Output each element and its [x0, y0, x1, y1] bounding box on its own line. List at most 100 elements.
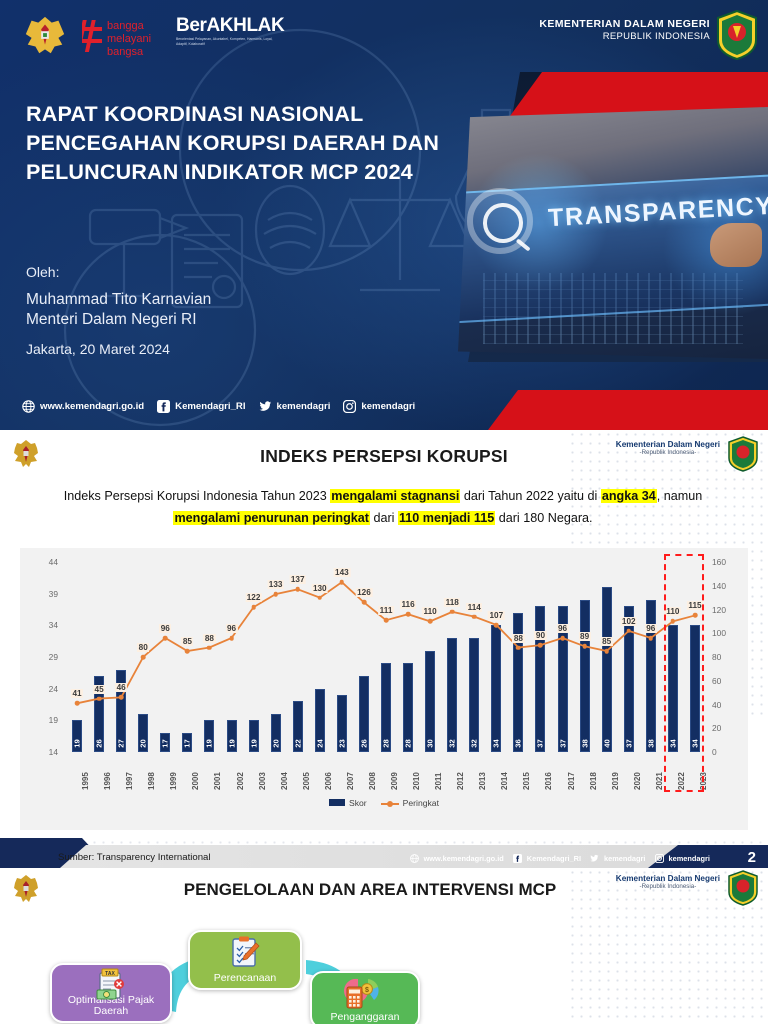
chart-bar: 26 [358, 676, 369, 752]
slide-3-mcp-intervention: PENGELOLAAN DAN AREA INTERVENSI MCP Keme… [0, 868, 768, 1024]
chart-bar: 38 [579, 600, 590, 752]
chart-line-value: 118 [444, 597, 461, 607]
chart-y-tick-left: 24 [48, 683, 58, 694]
social-instagram[interactable]: kemendagri [343, 400, 415, 413]
node-penganggaran[interactable]: $ Penganggaran [310, 971, 420, 1024]
presenter-name: Muhammad Tito Karnavian [26, 291, 212, 308]
chart-line-value: 130 [311, 583, 329, 593]
chart-bar: 34 [667, 625, 678, 752]
chart-line-point [538, 642, 543, 648]
slide1-top-brand-bar: bangga melayani bangsa BerAKHLAK Berorie… [0, 0, 768, 72]
globe-icon [22, 400, 35, 413]
chart-line-point [449, 609, 455, 615]
chart-line-point [361, 600, 367, 605]
social-website[interactable]: www.kemendagri.go.id [22, 400, 144, 413]
chart-line-value: 96 [159, 624, 172, 633]
chart-x-label: 2012 [456, 772, 466, 790]
page-title: PENGELOLAAN DAN AREA INTERVENSI MCP [183, 880, 557, 899]
chart-highlight-box [663, 554, 704, 792]
chart-line-point [427, 619, 433, 624]
ministry-title-block: Kementerian Dalam Negeri -Republik Indon… [616, 874, 720, 890]
garuda-emblem-icon [14, 440, 38, 467]
chart-line-value: 114 [466, 602, 483, 612]
lead-highlight-1: mengalami stagnansi [330, 489, 461, 503]
legend-bar-swatch [329, 799, 345, 806]
chart-x-label: 2016 [544, 772, 554, 790]
chart-bar: 26 [94, 676, 105, 752]
lead-part-5: dari 180 Negara. [495, 510, 593, 525]
ministry-line-2: REPUBLIK INDONESIA [602, 31, 710, 42]
chart-line-value: 115 [686, 601, 704, 611]
social-facebook-label: Kemendagri_RI [526, 854, 581, 863]
slide-2-corruption-index: INDEKS PERSEPSI KORUPSI Kementerian Dala… [0, 430, 768, 868]
node-perencanaan[interactable]: Perencanaan [188, 930, 302, 990]
chart-line-point [648, 635, 654, 641]
social-instagram[interactable]: kemendagri [654, 854, 711, 863]
social-instagram-label: kemendagri [668, 854, 711, 863]
facebook-icon [512, 854, 522, 863]
chart-x-label: 2013 [478, 772, 488, 790]
chart-line-point [295, 587, 301, 592]
chart-line-point [163, 635, 168, 641]
ministry-line-2: -Republik Indonesia- [639, 449, 697, 456]
berakhlak-tagline: Berorientasi Pelayanan, Akuntabel, Kompe… [176, 37, 273, 46]
chart-x-label: 2021 [654, 772, 664, 790]
chart-line-point [582, 644, 587, 649]
social-instagram-label: kemendagri [361, 401, 416, 412]
chart-line-value: 102 [620, 616, 638, 626]
chart-line-value: 96 [556, 624, 569, 633]
social-facebook[interactable]: Kemendagri_RI [157, 400, 246, 413]
transparency-photo: TRANSPARENCY [458, 107, 768, 359]
footer-grey-band [60, 845, 768, 868]
social-facebook-label: Kemendagri_RI [175, 401, 246, 412]
social-facebook[interactable]: Kemendagri_RI [512, 854, 581, 863]
chart-y-tick-right: 140 [712, 580, 726, 591]
chart-bar: 27 [116, 669, 127, 752]
svg-text:bangsa: bangsa [107, 46, 144, 58]
node-perencanaan-label: Perencanaan [213, 972, 277, 985]
social-twitter[interactable]: kemendagri [590, 854, 646, 863]
twitter-icon [590, 854, 599, 862]
garuda-emblem-icon [14, 875, 38, 902]
chart-line-value: 41 [70, 689, 84, 699]
chart-x-label: 2008 [367, 772, 377, 790]
ministry-title-block: KEMENTERIAN DALAM NEGERI REPUBLIK INDONE… [539, 18, 710, 42]
globe-icon [409, 854, 419, 863]
ministry-line-1: Kementerian Dalam Negeri [615, 440, 720, 449]
chart-y-tick-left: 14 [48, 747, 58, 757]
chart-bar: 23 [336, 695, 347, 752]
slide-1-cover: TRANSPARENCY bangga melayani bangsa [0, 0, 768, 430]
chart-line-point [140, 654, 146, 660]
slide2-social-bar: www.kemendagri.go.id Kemendagri_RI kemen… [409, 854, 711, 863]
social-twitter[interactable]: kemendagri [259, 400, 330, 413]
node-optimalisasi-pajak-daerah[interactable]: TAX Optimalisasi Pajak Daerah [50, 963, 172, 1023]
chart-line-point [560, 635, 565, 641]
chart-x-label: 2003 [257, 772, 267, 790]
by-label: Oleh: [26, 264, 60, 280]
tax-document-icon: TAX [96, 968, 124, 1000]
chart-y-tick-right: 40 [712, 699, 722, 710]
photo-hand [709, 222, 762, 267]
chart-line-value: 85 [181, 637, 194, 647]
chart-x-label: 2011 [434, 772, 444, 790]
lead-part-2: dari Tahun 2022 yaitu di [460, 489, 601, 503]
facebook-icon [157, 400, 171, 413]
svg-text:TAX: TAX [105, 971, 115, 977]
chart-line-point [96, 696, 102, 701]
ministry-title-block: Kementerian Dalam Negeri -Republik Indon… [616, 440, 720, 456]
chart-y-tick-left: 19 [48, 715, 58, 726]
chart-bar: 40 [601, 587, 612, 752]
ministry-line-2: -Republik Indonesia- [639, 883, 697, 890]
chart-line-value: 137 [289, 575, 307, 585]
chart-bar: 19 [72, 720, 83, 752]
page-number: 2 [747, 849, 756, 866]
corruption-index-chart: 19 26 27 20 17 17 19 19 19 20 22 24 23 26 28 28 30 32 32 34… [20, 548, 748, 830]
chart-line-value: 143 [333, 568, 351, 578]
social-website[interactable]: www.kemendagri.go.id [409, 854, 504, 863]
chart-bar: 20 [270, 714, 281, 752]
chart-line-point [118, 695, 124, 700]
chart-bar: 17 [182, 733, 193, 752]
lead-highlight-3: mengalami penurunan peringkat [173, 510, 370, 525]
chart-line-value: 110 [422, 607, 439, 617]
